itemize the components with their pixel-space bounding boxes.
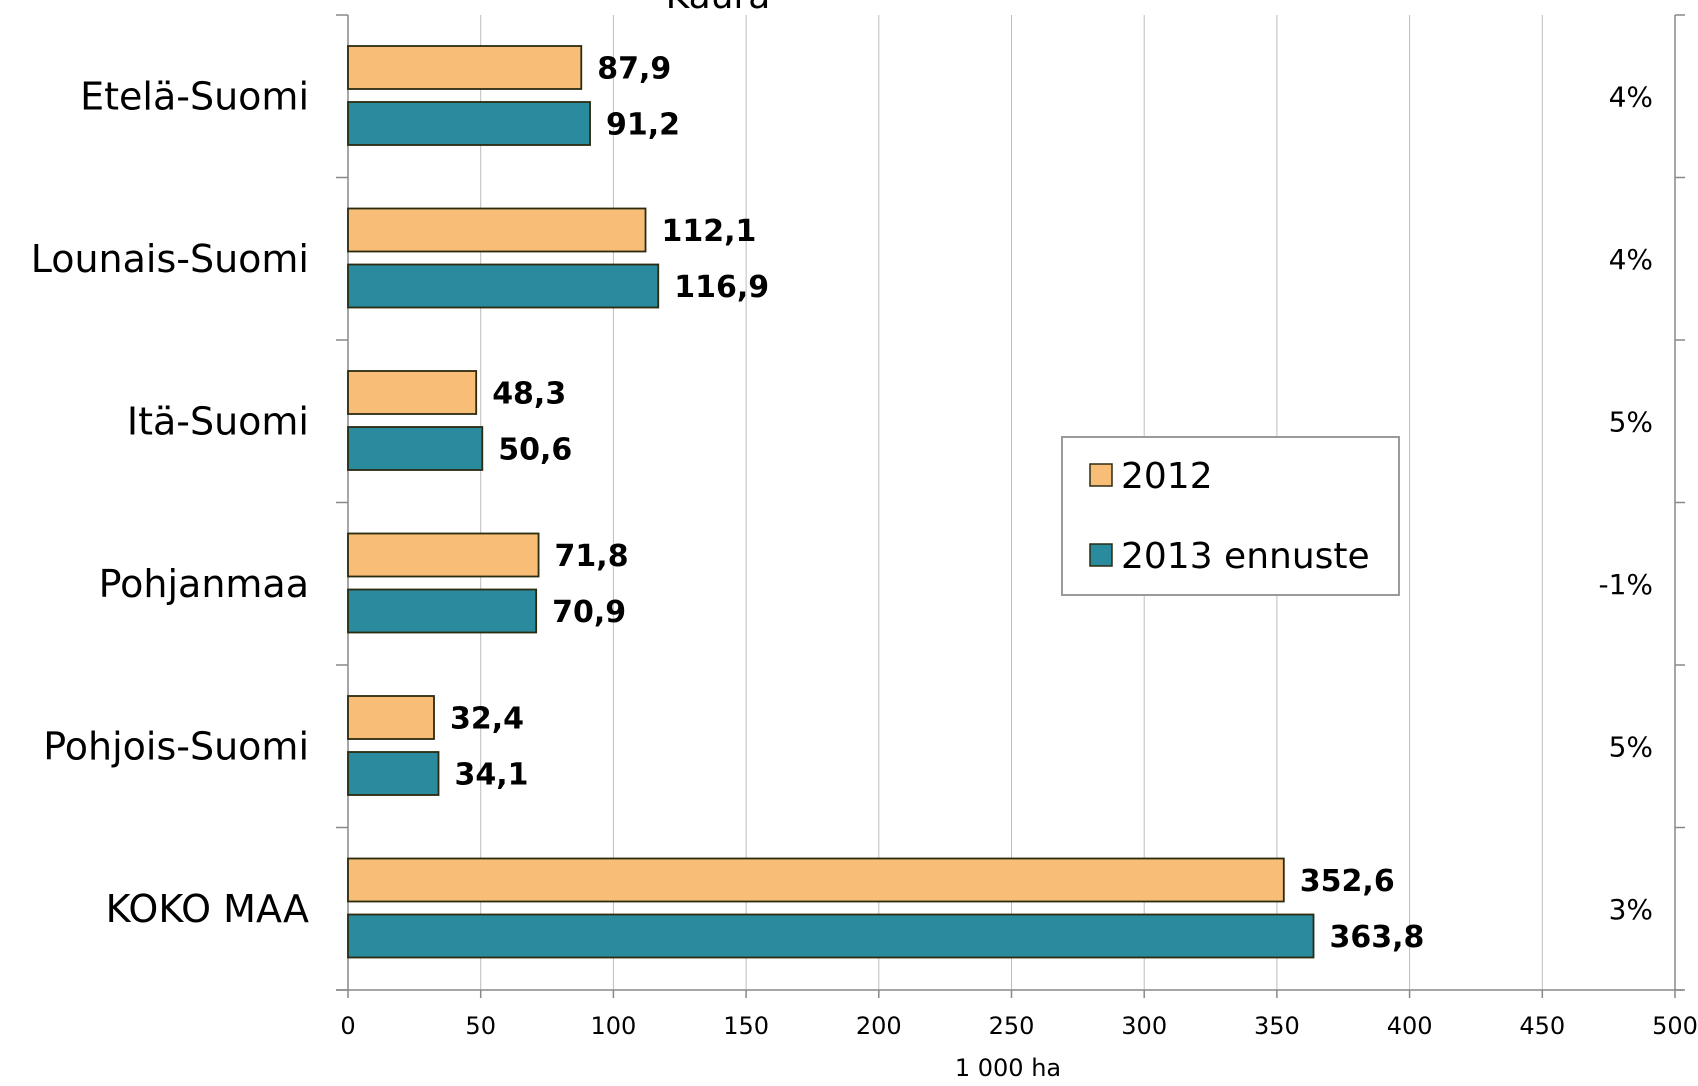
data-label: 50,6 [498, 433, 572, 468]
legend-swatch [1089, 543, 1113, 567]
bar [347, 426, 484, 471]
x-tick-label: 400 [1387, 1012, 1433, 1040]
data-label: 34,1 [455, 758, 529, 793]
data-label: 70,9 [552, 595, 626, 630]
bar [347, 695, 435, 740]
x-tick-label: 450 [1519, 1012, 1565, 1040]
x-tick-label: 350 [1254, 1012, 1300, 1040]
data-label: 363,8 [1330, 920, 1425, 955]
x-tick-label: 100 [590, 1012, 636, 1040]
change-label: 5% [1609, 730, 1653, 763]
legend: 2012 2013 ennuste [1061, 436, 1400, 596]
bar [347, 913, 1315, 959]
bar [347, 588, 538, 634]
data-label: 32,4 [450, 702, 524, 737]
change-label: 5% [1609, 405, 1653, 438]
data-label: 91,2 [606, 108, 680, 143]
bars [347, 45, 1315, 959]
legend-swatch [1089, 463, 1113, 487]
x-tick-label: 150 [723, 1012, 769, 1040]
category-label: KOKO MAA [106, 887, 309, 931]
category-label: Itä-Suomi [127, 399, 309, 443]
data-label: 352,6 [1300, 864, 1395, 899]
chart-title: Kaura [666, 0, 771, 17]
legend-label: 2013 ennuste [1121, 536, 1370, 577]
bar [347, 263, 660, 309]
data-label: 112,1 [662, 214, 757, 249]
legend-label: 2012 [1121, 456, 1213, 497]
data-label: 116,9 [674, 270, 769, 305]
bar [347, 857, 1285, 903]
bar [347, 532, 540, 578]
legend-box [1061, 436, 1400, 596]
bar [347, 45, 583, 90]
category-label: Lounais-Suomi [31, 237, 309, 281]
data-label: 87,9 [597, 52, 671, 87]
data-label: 71,8 [555, 539, 629, 574]
bar [347, 101, 591, 146]
x-tick-label: 500 [1652, 1012, 1698, 1040]
axes: 0 50 100 150 200 250 300 350 400 450 500 [336, 14, 1698, 1040]
category-label: Pohjanmaa [99, 562, 309, 606]
change-label: -1% [1598, 568, 1653, 601]
x-tick-label: 200 [856, 1012, 902, 1040]
labels: Etelä-Suomi 87,9 91,2 4% Lounais-Suomi 112,1 1… [31, 52, 1653, 956]
x-tick-label: 0 [340, 1012, 355, 1040]
change-label: 4% [1609, 243, 1653, 276]
category-label: Pohjois-Suomi [43, 724, 309, 768]
bar [347, 370, 478, 415]
x-tick-label: 300 [1121, 1012, 1167, 1040]
change-label: 3% [1609, 893, 1653, 926]
bar [347, 751, 440, 796]
bar [347, 207, 647, 253]
x-tick-label: 50 [465, 1012, 496, 1040]
data-label: 48,3 [492, 377, 566, 412]
change-label: 4% [1609, 80, 1653, 113]
x-axis-title: 1 000 ha [955, 1054, 1061, 1082]
x-tick-label: 250 [989, 1012, 1035, 1040]
category-label: Etelä-Suomi [80, 74, 309, 118]
